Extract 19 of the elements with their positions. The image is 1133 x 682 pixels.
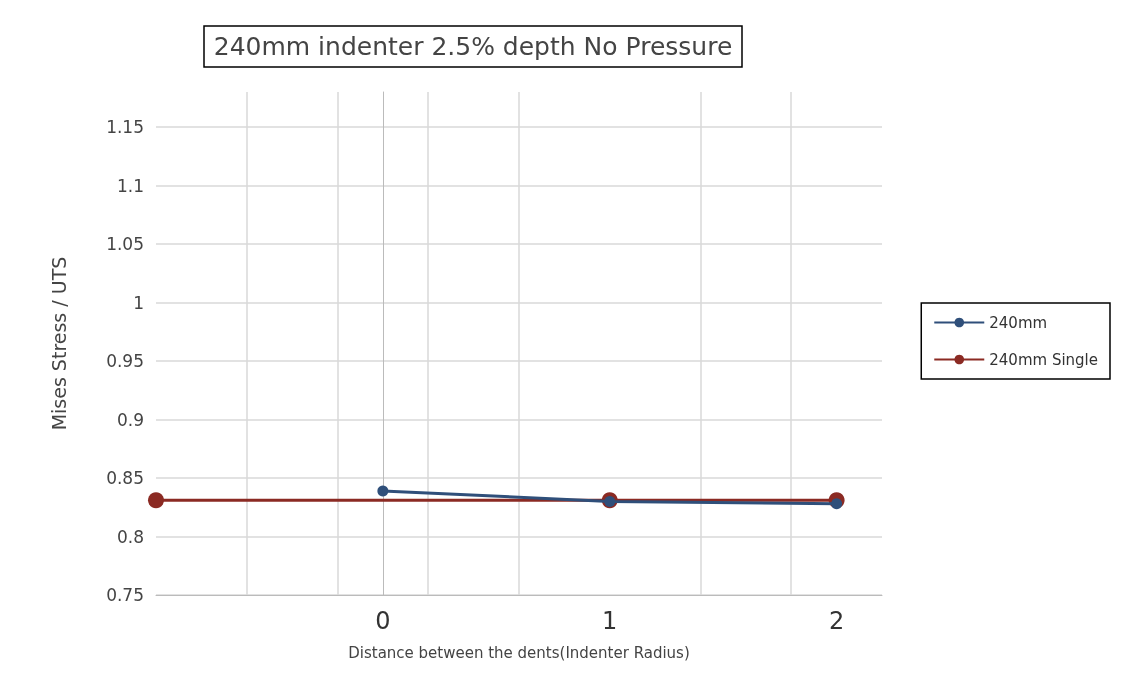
y-tick-label: 0.9 [116, 409, 144, 430]
point [148, 492, 164, 509]
y-tick-label: 0.85 [106, 468, 144, 489]
y-tick-label: 0.8 [116, 526, 144, 547]
x-tick-label: 1 [602, 607, 618, 635]
x-axis-title: Distance between the dents(Indenter Radius) [348, 643, 690, 662]
y-tick-label: 1 [133, 292, 144, 313]
y-axis-title: Mises Stress / UTS [47, 256, 70, 431]
point [377, 485, 389, 497]
x-tick-label: 2 [828, 607, 845, 635]
legend-label: 240mm [989, 313, 1048, 332]
x-tick-label: 0 [375, 607, 391, 635]
legend-label: 240mm Single [989, 350, 1099, 369]
chart-title: 240mm indenter 2.5% depth No Pressure [213, 32, 733, 61]
y-tick-label: 1.05 [106, 234, 144, 255]
y-tick-label: 1.1 [116, 175, 144, 196]
y-tick-label: 0.75 [106, 585, 144, 605]
y-tick-label: 1.15 [106, 117, 144, 138]
y-tick-label: 0.95 [106, 351, 144, 372]
